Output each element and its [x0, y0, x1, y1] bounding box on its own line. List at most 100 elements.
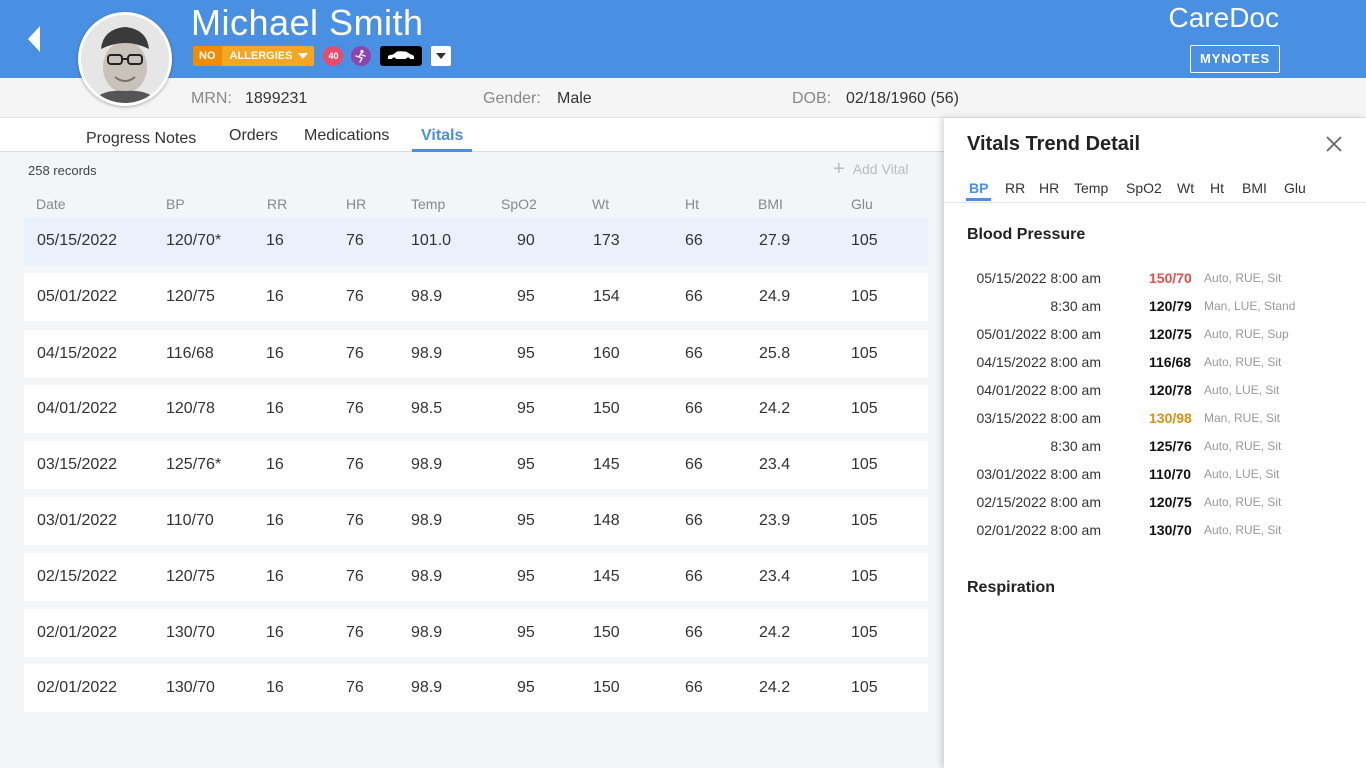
cell-date: 05/01/2022	[37, 288, 118, 305]
panel-tab-ht[interactable]: Ht	[1210, 180, 1224, 196]
cell-hr: 76	[346, 288, 364, 305]
col-header-rr[interactable]: RR	[267, 196, 288, 212]
cell-wt: 150	[593, 400, 620, 417]
fall-risk-icon[interactable]	[351, 46, 372, 66]
col-header-wt[interactable]: Wt	[592, 196, 610, 212]
table-row[interactable]: 03/01/2022 110/70 16 76 98.9 95 148 66 23.9 105	[24, 497, 928, 545]
cell-bp: 116/68	[166, 345, 214, 362]
bp-entry-date: 04/15/2022 8:00 am	[976, 354, 1101, 370]
chevron-down-icon	[436, 53, 447, 59]
bp-entry-method: Auto, LUE, Sit	[1204, 467, 1280, 481]
panel-tab-spo2[interactable]: SpO2	[1126, 180, 1162, 196]
allergy-label: ALLERGIES	[222, 46, 315, 66]
cell-temp: 98.9	[411, 624, 443, 641]
panel-tab-glu[interactable]: Glu	[1284, 180, 1306, 196]
col-header-temp[interactable]: Temp	[411, 196, 446, 212]
table-row[interactable]: 04/01/2022 120/78 16 76 98.5 95 150 66 24.2 105	[24, 385, 928, 433]
cell-wt: 145	[593, 456, 620, 473]
col-header-bp[interactable]: BP	[166, 196, 185, 212]
cell-glu: 105	[851, 400, 878, 417]
cell-temp: 98.9	[411, 512, 443, 529]
bp-entry-method: Auto, RUE, Sup	[1204, 327, 1289, 341]
cell-rr: 16	[266, 624, 284, 641]
add-vital-button[interactable]: + Add Vital	[833, 159, 909, 179]
bp-entry-value: 120/79	[1149, 298, 1192, 314]
app-header: Michael Smith NO ALLERGIES 40 CareDoc MY…	[0, 0, 1366, 78]
cell-date: 02/01/2022	[37, 679, 118, 696]
gender-label: Gender:	[483, 90, 541, 107]
avatar	[78, 12, 172, 106]
panel-active-tab-indicator	[966, 198, 991, 201]
back-button[interactable]	[22, 22, 48, 56]
cell-wt: 150	[593, 624, 620, 641]
panel-tab-hr[interactable]: HR	[1039, 180, 1060, 196]
cell-hr: 76	[346, 456, 364, 473]
col-header-ht[interactable]: Ht	[685, 196, 699, 212]
active-tab-indicator	[412, 149, 472, 152]
records-count: 258 records	[28, 163, 97, 178]
cell-rr: 16	[266, 679, 284, 696]
cell-bmi: 24.2	[759, 679, 791, 696]
bp-entry-value: 120/75	[1149, 326, 1192, 342]
col-header-date[interactable]: Date	[36, 196, 66, 212]
bp-entry-value: 130/98	[1149, 410, 1192, 426]
cell-glu: 105	[851, 568, 878, 585]
cell-temp: 101.0	[411, 232, 452, 249]
close-button[interactable]	[1326, 136, 1342, 152]
panel-tab-bmi[interactable]: BMI	[1242, 180, 1267, 196]
patient-badges: NO ALLERGIES 40	[193, 46, 452, 66]
bp-entry-value: 120/78	[1149, 382, 1192, 398]
panel-tab-temp[interactable]: Temp	[1074, 180, 1109, 196]
mynotes-button[interactable]: MYNOTES	[1190, 45, 1280, 73]
table-row[interactable]: 05/15/2022 120/70* 16 76 101.0 90 173 66 27.9 105	[24, 217, 928, 265]
col-header-glu[interactable]: Glu	[851, 196, 873, 212]
col-header-spo2[interactable]: SpO2	[501, 196, 537, 212]
badges-dropdown-button[interactable]	[431, 46, 452, 66]
cell-temp: 98.9	[411, 345, 443, 362]
bp-entry-date: 03/01/2022 8:00 am	[976, 466, 1101, 482]
cell-date: 04/15/2022	[37, 345, 118, 362]
main-tabs: Progress Notes Orders Medications Vitals	[0, 118, 944, 152]
table-row[interactable]: 02/01/2022 130/70 16 76 98.9 95 150 66 24.2 105	[24, 609, 928, 657]
mrn-label: MRN:	[191, 90, 232, 107]
cell-spo2: 95	[517, 624, 535, 641]
allergies-badge[interactable]: NO ALLERGIES	[193, 46, 315, 66]
cell-glu: 105	[851, 456, 878, 473]
brand-logo: CareDoc	[1168, 2, 1279, 33]
col-header-hr[interactable]: HR	[346, 196, 367, 212]
tab-orders[interactable]: Orders	[229, 127, 278, 144]
panel-tab-rr[interactable]: RR	[1005, 180, 1026, 196]
col-header-bmi[interactable]: BMI	[758, 196, 783, 212]
cell-glu: 105	[851, 232, 878, 249]
bp-entry-method: Auto, RUE, Sit	[1204, 495, 1282, 509]
panel-tabs: BP RR HR Temp SpO2 Wt Ht BMI Glu	[944, 168, 1366, 203]
cell-date: 05/15/2022	[37, 232, 118, 249]
vitals-trend-panel: Vitals Trend Detail BP RR HR Temp SpO2 W…	[944, 118, 1366, 768]
cell-bmi: 23.4	[759, 456, 791, 473]
table-row[interactable]: 04/15/2022 116/68 16 76 98.9 95 160 66 25.8 105	[24, 330, 928, 378]
table-row[interactable]: 02/01/2022 130/70 16 76 98.9 95 150 66 24.2 105	[24, 664, 928, 712]
tab-medications[interactable]: Medications	[304, 127, 390, 144]
tab-vitals[interactable]: Vitals	[421, 127, 464, 144]
cell-rr: 16	[266, 232, 284, 249]
cell-hr: 76	[346, 345, 364, 362]
cell-wt: 150	[593, 679, 620, 696]
panel-tab-bp[interactable]: BP	[969, 180, 989, 196]
cell-spo2: 95	[517, 568, 535, 585]
tab-progress-notes[interactable]: Progress Notes	[86, 130, 197, 147]
cell-spo2: 95	[517, 288, 535, 305]
add-vital-label: Add Vital	[852, 161, 909, 177]
patient-name: Michael Smith	[191, 2, 424, 43]
dob-label: DOB:	[792, 90, 832, 107]
car-icon[interactable]	[380, 46, 423, 66]
cell-bp: 120/75	[166, 568, 215, 585]
alert-count-badge[interactable]: 40	[323, 46, 344, 66]
cell-glu: 105	[851, 288, 878, 305]
bp-entry-value: 120/75	[1149, 494, 1192, 510]
panel-tab-wt[interactable]: Wt	[1177, 180, 1195, 196]
table-row[interactable]: 03/15/2022 125/76* 16 76 98.9 95 145 66 23.4 105	[24, 441, 928, 489]
chevron-down-icon	[298, 53, 309, 59]
table-row[interactable]: 02/15/2022 120/75 16 76 98.9 95 145 66 23.4 105	[24, 553, 928, 601]
cell-spo2: 95	[517, 679, 535, 696]
table-row[interactable]: 05/01/2022 120/75 16 76 98.9 95 154 66 24.9 105	[24, 273, 928, 321]
